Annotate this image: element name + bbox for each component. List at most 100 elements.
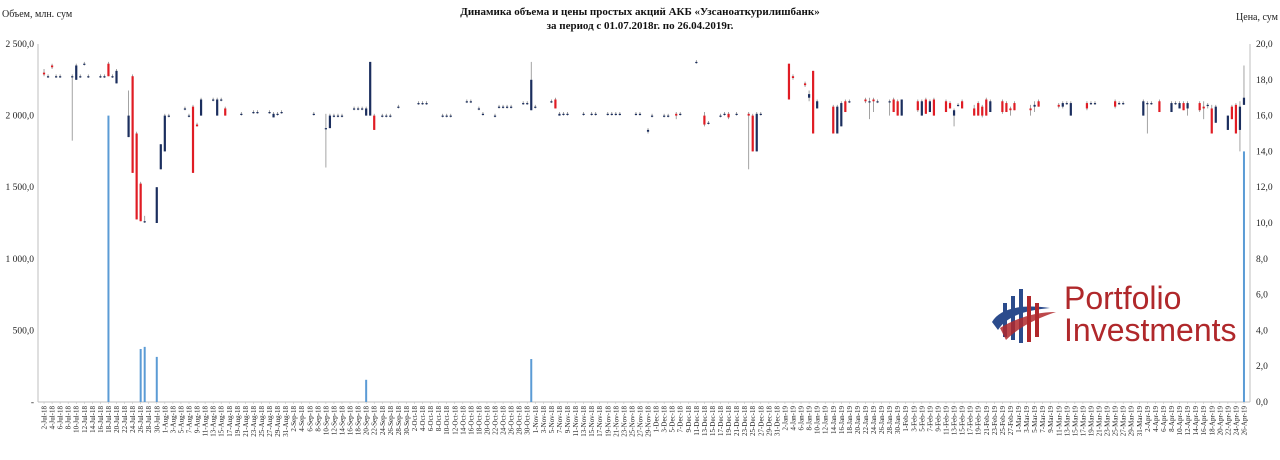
x-tick-label: 1-Mar-19 — [1015, 406, 1023, 433]
candle-body — [610, 113, 613, 116]
portfolio-investments-logo: Portfolio Investments — [985, 278, 1237, 350]
candle-body — [79, 76, 82, 78]
candle-body — [115, 70, 118, 84]
candle-body — [1158, 101, 1161, 113]
x-tick-label: 8-Jan-19 — [806, 406, 814, 431]
candle-body — [445, 115, 448, 117]
right-tick-label: 2,0 — [1256, 362, 1268, 372]
candle-body — [989, 101, 992, 113]
candle-body — [928, 101, 931, 113]
x-tick-label: 28-Jan-19 — [886, 406, 894, 434]
x-tick-label: 12-Oct-18 — [451, 406, 459, 435]
candle-body — [1013, 103, 1016, 111]
x-tick-label: 20-Jan-19 — [854, 406, 862, 434]
candle-body — [139, 183, 142, 222]
candle-body — [872, 99, 875, 102]
volume-bar — [139, 349, 142, 402]
candle-body — [526, 103, 529, 105]
x-tick-label: 24-Jul-18 — [129, 406, 137, 433]
x-tick-label: 1-Dec-18 — [653, 406, 661, 433]
candle-body — [1174, 103, 1177, 105]
candle-body — [191, 106, 195, 173]
candle-body — [1242, 97, 1246, 105]
candle-body — [1206, 104, 1209, 107]
candle-body — [312, 113, 315, 116]
x-tick-label: 22-Oct-18 — [492, 406, 500, 435]
candle-body — [948, 103, 952, 109]
candle-body — [522, 103, 525, 105]
candle-body — [276, 113, 279, 116]
candle-body — [469, 101, 472, 103]
candle-body — [1150, 103, 1153, 105]
candle-body — [888, 101, 891, 103]
x-tick-label: 7-Feb-19 — [926, 406, 934, 432]
volume-bars — [107, 115, 1245, 402]
x-tick-label: 5-Nov-18 — [548, 406, 556, 434]
candle-body — [497, 106, 501, 108]
x-tick-label: 2-Sep-18 — [290, 406, 298, 432]
x-tick-label: 3-Dec-18 — [661, 406, 669, 433]
candle-body — [199, 99, 203, 116]
x-tick-label: 19-Nov-18 — [604, 406, 612, 437]
left-tick-label: - — [31, 398, 34, 408]
x-tick-label: 3-Feb-19 — [910, 406, 918, 432]
x-tick-label: 7-Aug-18 — [185, 406, 193, 434]
x-tick-label: 6-Apr-19 — [1160, 406, 1168, 432]
candle-body — [1001, 101, 1004, 113]
candle-body — [1230, 106, 1233, 120]
candle-body — [807, 94, 811, 98]
left-axis-title: Объем, млн. сум — [2, 9, 73, 20]
candle-body — [606, 113, 609, 116]
x-tick-label: 14-Sep-18 — [339, 406, 347, 436]
candle-body — [530, 79, 533, 111]
candle-body — [864, 99, 867, 102]
candle-body — [961, 101, 964, 109]
candle-body — [638, 113, 642, 116]
logo-line-2: Investments — [1064, 312, 1237, 348]
candle-body — [71, 76, 74, 78]
candle-body — [1069, 103, 1072, 116]
candle-body — [389, 115, 392, 117]
candle-body — [646, 129, 650, 132]
candle-body — [791, 76, 795, 79]
candle-body — [590, 113, 593, 116]
right-tick-label: 16,0 — [1256, 112, 1273, 122]
candle-body — [952, 110, 956, 116]
x-tick-label: 8-Apr-19 — [1168, 406, 1176, 432]
x-tick-label: 1-Feb-19 — [902, 406, 910, 432]
x-tick-label: 16-Jul-18 — [97, 406, 105, 433]
x-tick-label: 27-Nov-18 — [636, 406, 644, 437]
x-tick-label: 18-Sep-18 — [355, 406, 363, 436]
x-tick-label: 25-Nov-18 — [628, 406, 636, 437]
candle-body — [1065, 103, 1068, 105]
x-tick-label: 18-Jan-19 — [846, 406, 854, 434]
x-tick-label: 29-Aug-18 — [274, 406, 282, 437]
candle-body — [1033, 104, 1036, 107]
candle-body — [183, 108, 187, 110]
x-tick-label: 12-Sep-18 — [330, 406, 338, 436]
x-tick-label: 13-Dec-18 — [701, 406, 709, 436]
x-tick-label: 29-Mar-19 — [1128, 406, 1136, 437]
candle-body — [143, 221, 146, 223]
candle-body — [365, 108, 368, 116]
x-tick-label: 24-Oct-18 — [500, 406, 508, 435]
candle-body — [759, 113, 762, 116]
x-tick-label: 12-Jul-18 — [81, 406, 89, 433]
candle-body — [876, 101, 879, 103]
right-tick-label: 0,0 — [1256, 398, 1268, 408]
candle-body — [50, 65, 54, 68]
volume-bar — [530, 359, 533, 402]
right-axis-title: Цена, сум — [1236, 12, 1279, 23]
x-tick-label: 18-Oct-18 — [475, 406, 483, 435]
candle-body — [1186, 103, 1189, 109]
candle-body — [272, 113, 275, 118]
x-tick-label: 25-Mar-19 — [1112, 406, 1120, 437]
candle-body — [163, 115, 166, 152]
x-tick-label: 20-Oct-18 — [483, 406, 491, 435]
x-tick-label: 21-Nov-18 — [612, 406, 620, 437]
x-tick-label: 6-Sep-18 — [306, 406, 314, 432]
candle-body — [59, 76, 62, 78]
chart-subtitle: за период с 01.07.2018г. по 26.04.2019г. — [547, 20, 734, 32]
x-tick-label: 5-Dec-18 — [669, 406, 677, 433]
x-tick-label: 8-Jul-18 — [65, 406, 73, 430]
